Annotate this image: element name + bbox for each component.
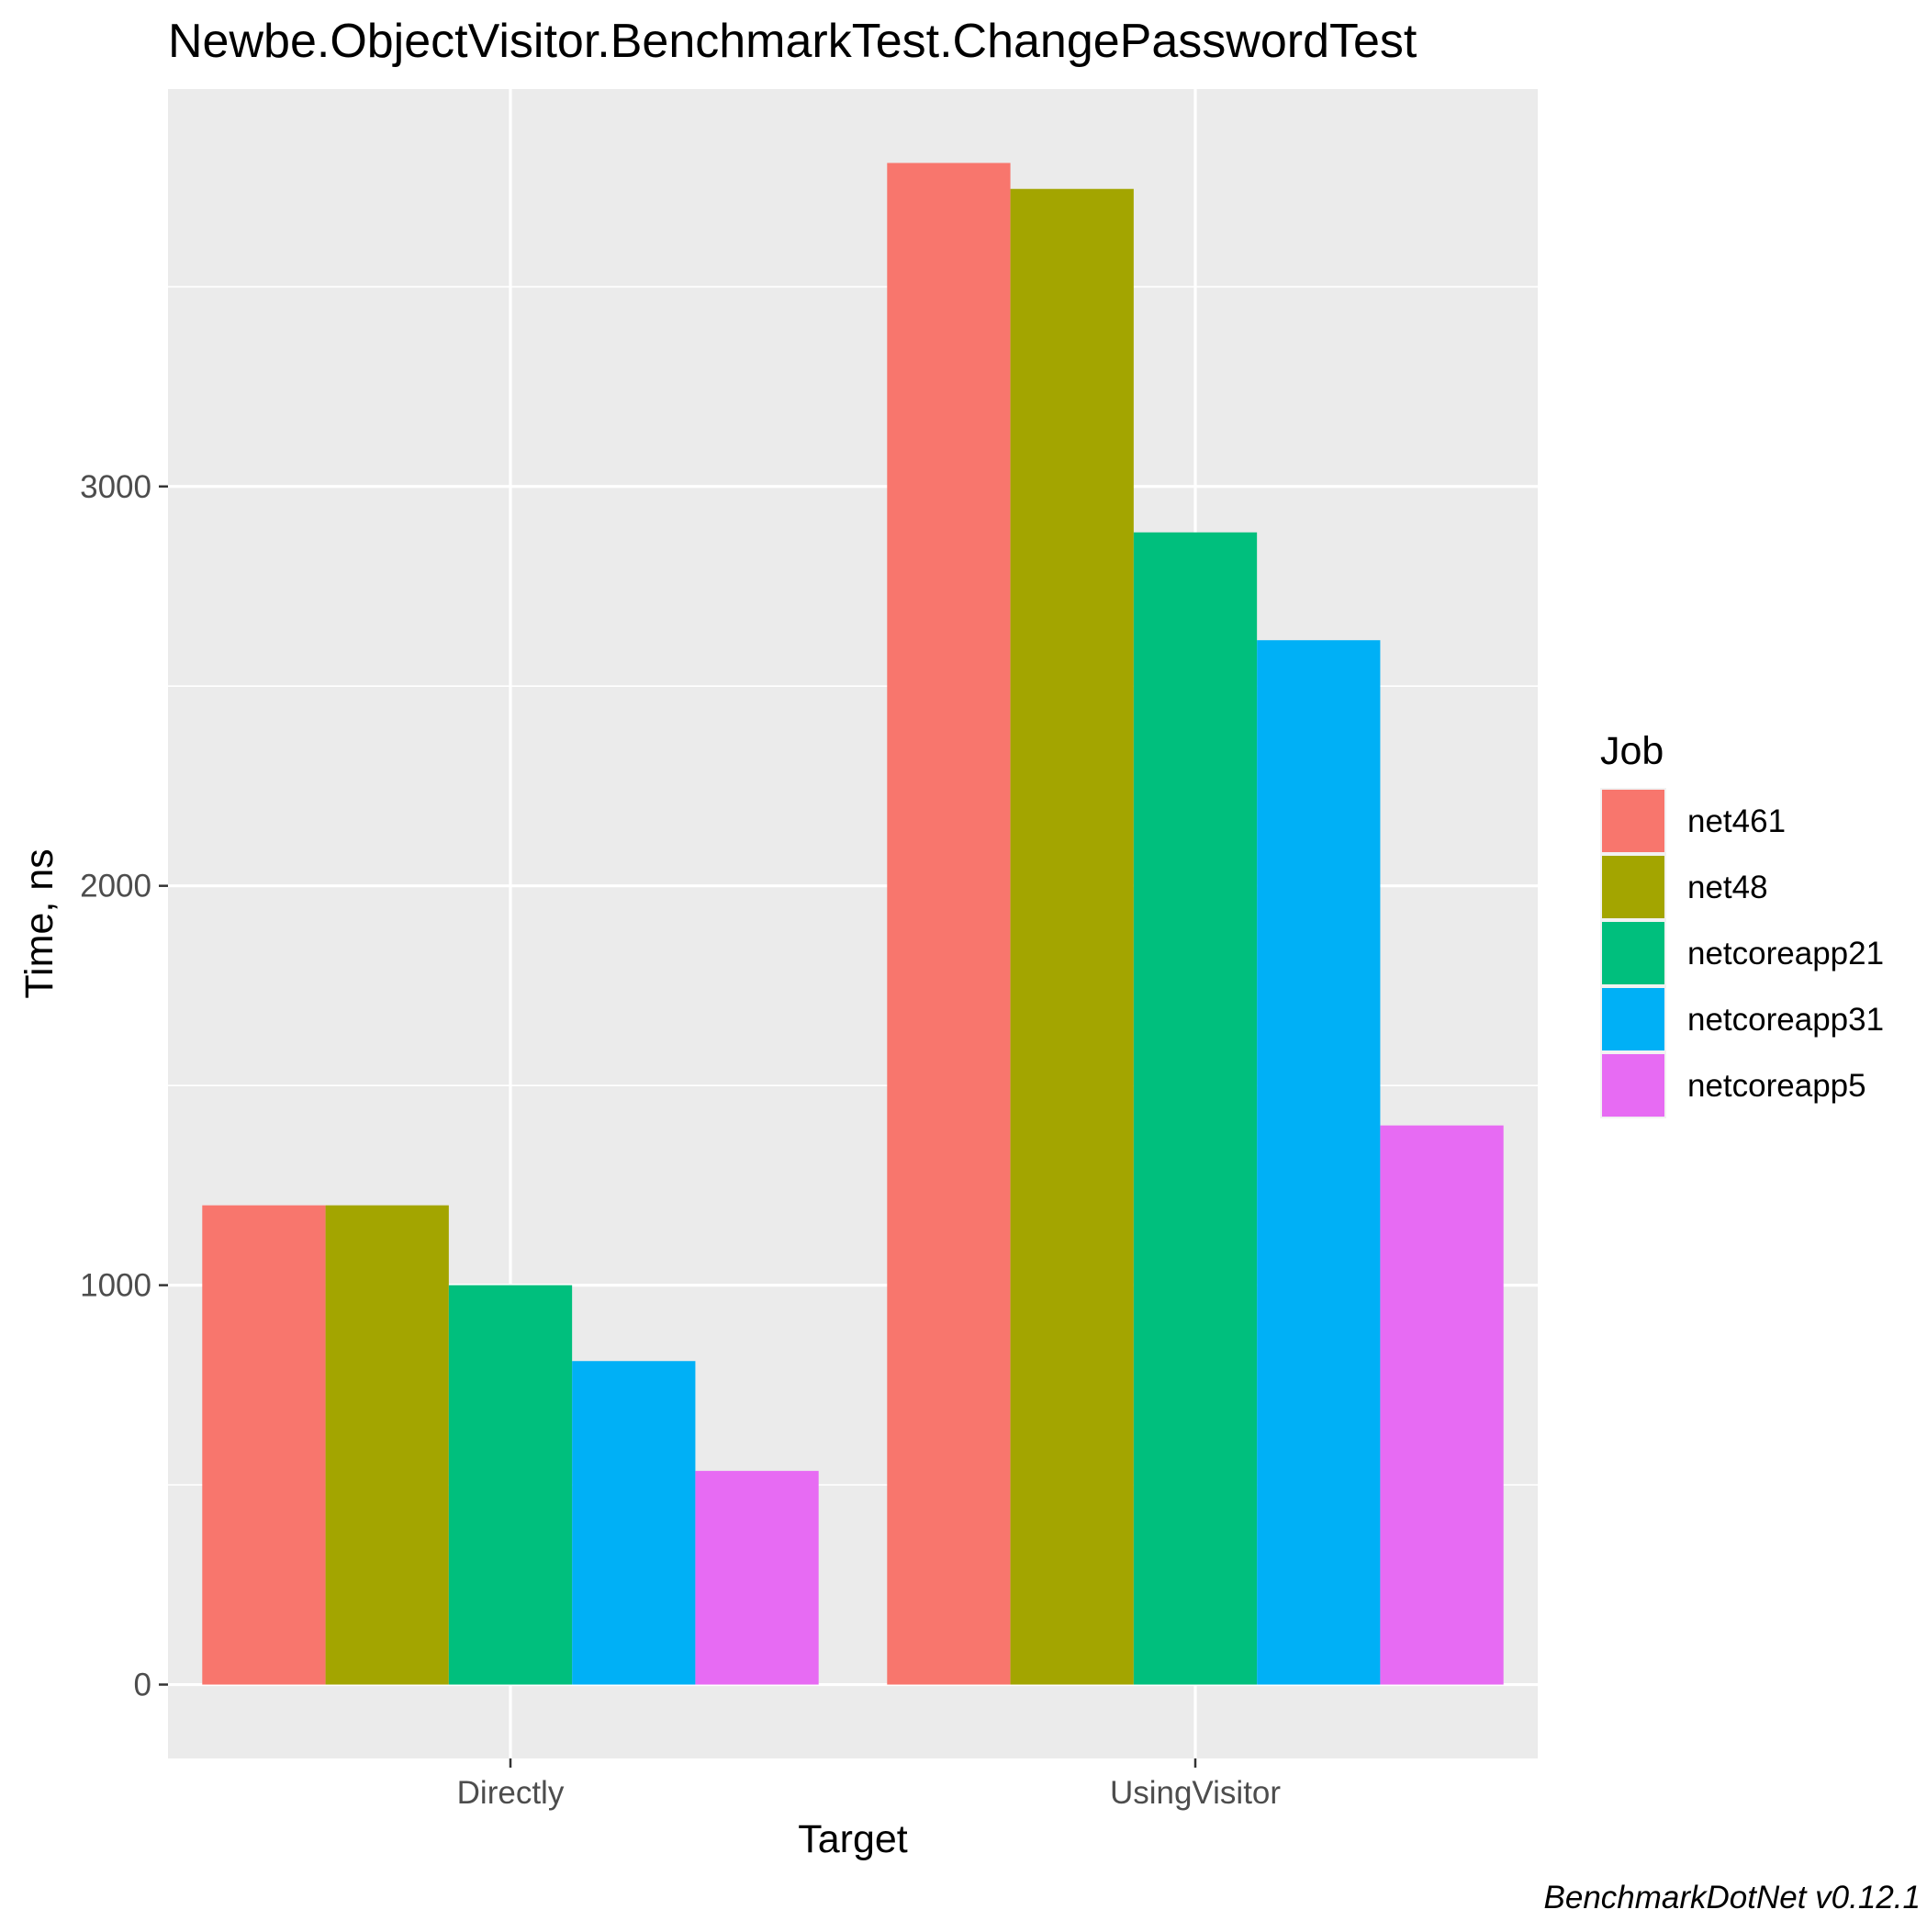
y-tick-label: 0	[134, 1668, 151, 1703]
legend-swatch-netcoreapp5	[1602, 1054, 1664, 1117]
legend-swatch-netcoreapp21	[1602, 922, 1664, 984]
bar-netcoreapp21-Directly	[448, 1285, 573, 1685]
legend: net461 net48 netcoreapp21 netcoreapp31 netco…	[1600, 788, 1884, 1118]
y-tick-label: 1000	[80, 1268, 151, 1304]
bar-net461-UsingVisitor	[887, 163, 1011, 1685]
x-tick-label: Directly	[457, 1775, 565, 1811]
legend-label: net461	[1687, 803, 1786, 839]
legend-label: netcoreapp21	[1687, 936, 1884, 972]
bar-net461-Directly	[202, 1205, 326, 1685]
legend-swatch-netcoreapp31	[1602, 988, 1664, 1050]
x-axis-title: Target	[798, 1817, 908, 1861]
y-tick-label: 2000	[80, 869, 151, 904]
bar-netcoreapp21-UsingVisitor	[1133, 532, 1258, 1685]
bar-netcoreapp31-Directly	[572, 1361, 696, 1685]
bar-netcoreapp5-Directly	[695, 1470, 819, 1685]
caption: BenchmarkDotNet v0.12.1	[1544, 1880, 1921, 1915]
legend-title: Job	[1600, 729, 1664, 773]
legend-label: netcoreapp31	[1687, 1002, 1884, 1038]
x-tick-label: UsingVisitor	[1110, 1775, 1281, 1811]
y-axis-title: Time, ns	[17, 848, 62, 998]
bar-netcoreapp5-UsingVisitor	[1380, 1125, 1504, 1685]
bar-net48-Directly	[325, 1205, 449, 1685]
legend-label: net48	[1687, 870, 1768, 905]
legend-swatch-net48	[1602, 856, 1664, 918]
bar-netcoreapp31-UsingVisitor	[1257, 640, 1381, 1685]
y-tick-label: 3000	[80, 469, 151, 505]
legend-label: netcoreapp5	[1687, 1068, 1866, 1104]
legend-swatch-net461	[1602, 790, 1664, 852]
chart-title: Newbe.ObjectVisitor.BenchmarkTest.Change…	[168, 15, 1417, 68]
bar-net48-UsingVisitor	[1010, 188, 1134, 1685]
